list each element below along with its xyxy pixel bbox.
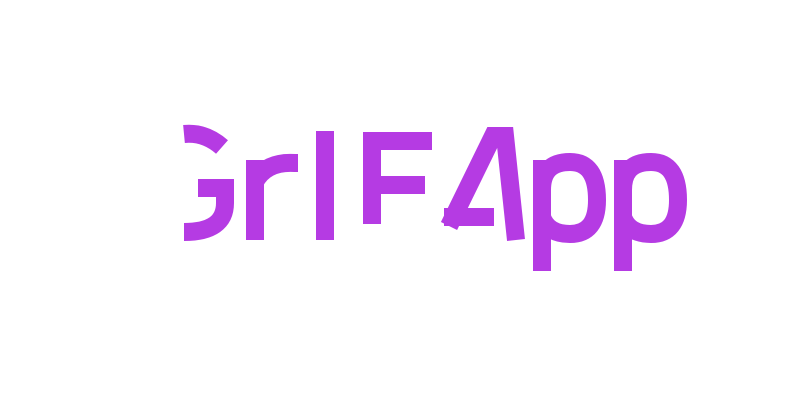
logo-letter-p1: [533, 152, 607, 271]
logo-letter-f: [363, 132, 432, 224]
logo-letter-p2: [614, 152, 688, 271]
logo-letter-r: [246, 153, 298, 240]
logo-letter-a: [440, 127, 525, 241]
logo-letter-g: [183, 124, 234, 241]
